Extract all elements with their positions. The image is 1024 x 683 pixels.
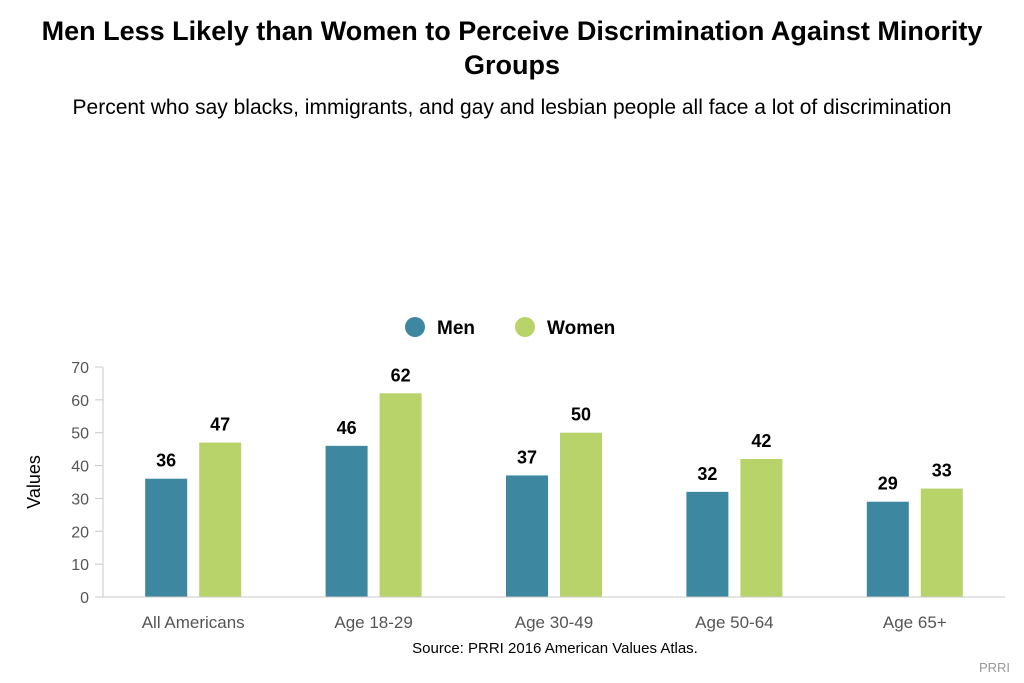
bar-men-1 — [325, 445, 368, 597]
bar-women-4 — [920, 488, 963, 597]
bar-men-3 — [686, 491, 729, 597]
y-tick-label: 10 — [71, 557, 89, 574]
data-label-men: 29 — [878, 474, 898, 494]
legend-label-women: Women — [547, 318, 615, 339]
data-label-men: 36 — [156, 451, 176, 471]
y-tick-label: 60 — [71, 393, 89, 410]
bar-men-2 — [506, 475, 548, 597]
data-label-women: 42 — [751, 431, 771, 451]
chart-title: Men Less Likely than Women to Perceive D… — [41, 16, 983, 80]
data-label-women: 47 — [210, 415, 230, 435]
bar-women-2 — [560, 432, 602, 597]
bars: 36 47 46 62 37 50 32 42 29 33 — [145, 365, 963, 597]
bar-women-3 — [740, 459, 783, 597]
data-label-women: 62 — [391, 365, 411, 385]
y-tick-label: 30 — [71, 491, 89, 508]
x-tick-label: All Americans — [142, 613, 245, 632]
legend-marker-men — [405, 317, 425, 337]
x-axis: All Americans Age 18-29 Age 30-49 Age 50-64… — [103, 596, 1005, 632]
x-tick-label: Age 30-49 — [515, 613, 593, 632]
bar-women-0 — [199, 442, 242, 597]
chart-subtitle: Percent who say blacks, immigrants, and … — [72, 96, 952, 119]
x-tick-label: Age 50-64 — [695, 613, 773, 632]
data-label-women: 33 — [932, 461, 952, 481]
y-axis: 0 10 20 30 40 50 60 70 Values — [24, 360, 104, 607]
y-tick-label: 70 — [71, 360, 89, 377]
data-label-women: 50 — [571, 405, 591, 425]
data-label-men: 37 — [517, 447, 537, 467]
bar-men-0 — [145, 478, 188, 597]
data-label-men: 46 — [337, 418, 357, 438]
legend-marker-women — [515, 317, 535, 337]
x-tick-label: Age 65+ — [883, 613, 947, 632]
y-tick-label: 20 — [71, 524, 89, 541]
legend: Men Women — [405, 317, 615, 339]
bar-men-4 — [866, 501, 909, 597]
y-tick-label: 50 — [71, 426, 89, 443]
bar-women-1 — [379, 393, 422, 597]
y-tick-label: 0 — [80, 590, 89, 607]
data-label-men: 32 — [697, 464, 717, 484]
legend-label-men: Men — [437, 318, 475, 339]
x-tick-label: Age 18-29 — [334, 613, 412, 632]
source-note: Source: PRRI 2016 American Values Atlas. — [412, 640, 698, 657]
credit-label: PRRI — [978, 660, 1010, 675]
y-axis-title: Values — [24, 455, 44, 509]
y-tick-label: 40 — [71, 459, 89, 476]
